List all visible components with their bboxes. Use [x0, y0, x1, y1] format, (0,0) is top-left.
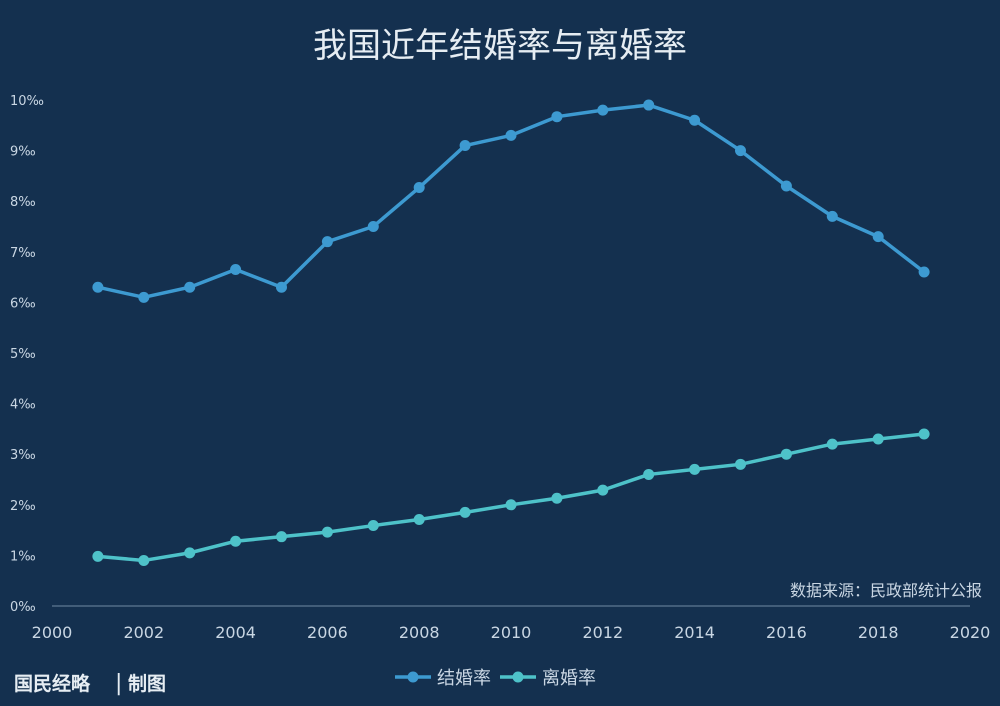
data-point	[597, 484, 609, 496]
data-point	[551, 492, 563, 504]
data-point	[735, 458, 746, 470]
series-line	[96, 432, 926, 563]
y-tick-label: 6‰	[10, 296, 36, 311]
legend-marker	[407, 671, 419, 683]
data-point	[459, 506, 471, 518]
series-marriage-rate	[92, 99, 930, 303]
data-point	[689, 114, 701, 126]
y-tick-label: 7‰	[10, 246, 36, 261]
y-tick-label: 4‰	[10, 398, 36, 413]
data-point	[92, 281, 104, 293]
data-point	[321, 526, 333, 538]
y-tick-label: 0‰	[10, 600, 36, 615]
data-point	[735, 145, 746, 157]
data-point	[92, 550, 104, 562]
legend-label: 离婚率	[542, 668, 596, 689]
x-tick-label: 2000	[32, 623, 73, 642]
x-tick-label: 2002	[123, 623, 164, 642]
x-tick-label: 2004	[215, 623, 256, 642]
data-point	[505, 129, 517, 141]
data-point	[230, 264, 242, 276]
y-tick-labels: 0‰ 1‰ 2‰ 3‰ 4‰ 5‰ 6‰ 7‰ 8‰ 9‰ 10‰	[10, 94, 44, 615]
data-point	[689, 463, 701, 475]
brand-name: 国民经略	[14, 672, 91, 695]
y-tick-label: 1‰	[10, 549, 36, 564]
legend-marker	[512, 671, 524, 683]
data-point	[138, 554, 150, 566]
data-point	[184, 281, 196, 293]
data-point	[643, 468, 655, 480]
brand-credit-label: 制图	[128, 672, 166, 695]
legend-item: 离婚率	[500, 668, 596, 689]
y-tick-label: 10‰	[10, 94, 44, 109]
source-note: 数据来源：民政部统计公报	[790, 581, 982, 600]
data-point	[367, 520, 379, 532]
y-tick-label: 5‰	[10, 347, 36, 362]
x-tick-label: 2014	[674, 623, 715, 642]
data-point	[597, 104, 609, 116]
x-tick-label: 2008	[399, 623, 440, 642]
chart-title: 我国近年结婚率与离婚率	[313, 26, 687, 66]
brand-credit: 国民经略 | 制图	[14, 671, 166, 696]
data-point	[276, 281, 287, 293]
data-point	[918, 428, 930, 440]
legend-item: 结婚率	[395, 668, 491, 689]
series-layer	[92, 99, 930, 566]
data-point	[276, 531, 287, 543]
y-tick-label: 3‰	[10, 448, 36, 463]
data-point	[138, 291, 150, 303]
data-point	[551, 111, 563, 123]
data-point	[367, 221, 379, 232]
brand-separator: |	[115, 671, 122, 696]
x-tick-labels: 2000 2002 2004 2006 2008 2010 2012 2014 2016 2018…	[32, 623, 991, 642]
data-point	[872, 231, 884, 243]
x-tick-label: 2018	[858, 623, 899, 642]
data-point	[872, 433, 884, 445]
data-point	[230, 535, 242, 547]
x-tick-label: 2010	[491, 623, 532, 642]
data-point	[505, 499, 517, 511]
data-point	[826, 438, 838, 450]
data-point	[413, 182, 425, 194]
legend: 结婚率 离婚率	[395, 668, 596, 689]
x-tick-label: 2012	[582, 623, 623, 642]
y-tick-label: 9‰	[10, 145, 36, 160]
data-point	[459, 140, 471, 152]
data-point	[643, 99, 655, 111]
data-point	[826, 210, 838, 222]
data-point	[780, 180, 792, 192]
x-tick-label: 2020	[950, 623, 991, 642]
legend-label: 结婚率	[437, 668, 491, 689]
y-tick-label: 8‰	[10, 195, 36, 210]
data-point	[413, 513, 425, 525]
x-tick-label: 2006	[307, 623, 348, 642]
y-tick-label: 2‰	[10, 499, 36, 514]
data-point	[184, 547, 196, 559]
series-divorce-rate	[92, 428, 930, 566]
data-point	[321, 236, 333, 248]
data-point	[780, 448, 792, 460]
x-tick-label: 2016	[766, 623, 807, 642]
data-point	[918, 266, 930, 278]
